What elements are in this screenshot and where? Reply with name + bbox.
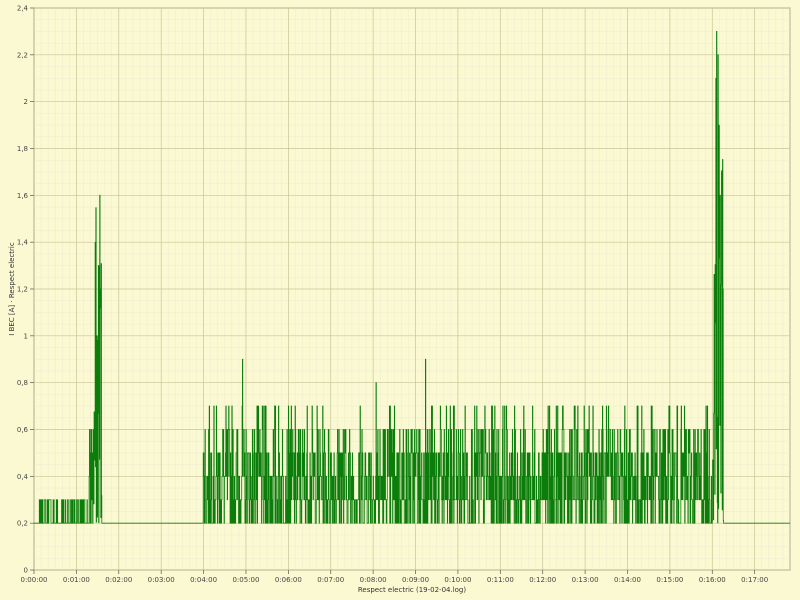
y-tick-label: 0,6 <box>17 426 29 434</box>
y-tick-label: 0,8 <box>17 379 28 387</box>
x-tick-label: 0:00:00 <box>21 576 48 584</box>
x-tick-label: 0:08:00 <box>360 576 387 584</box>
y-axis-title: I BEC [A] · Respect electric <box>8 242 16 336</box>
series-line <box>34 31 790 524</box>
y-tick-label: 0,2 <box>17 520 28 528</box>
y-tick-label: 0,4 <box>17 473 29 481</box>
y-tick-label: 2,2 <box>17 51 28 59</box>
y-tick-label: 1,6 <box>17 192 29 200</box>
x-tick-label: 0:09:00 <box>402 576 429 584</box>
x-tick-label: 0:07:00 <box>317 576 344 584</box>
y-tick-label: 2 <box>24 98 28 106</box>
x-tick-label: 0:10:00 <box>444 576 471 584</box>
x-axis: 0:00:00 0:01:00 0:02:00 0:03:00 0:04:00 0:05:… <box>21 570 768 584</box>
x-tick-label: 0:17:00 <box>741 576 768 584</box>
x-tick-label: 0:16:00 <box>699 576 726 584</box>
x-tick-label: 0:04:00 <box>190 576 217 584</box>
x-tick-label: 0:06:00 <box>275 576 302 584</box>
y-axis: 0 0,2 0,4 0,6 0,8 1 1,2 1,4 1,6 1,8 2 2,2 2,4 <box>17 5 34 575</box>
x-tick-label: 0:02:00 <box>105 576 132 584</box>
y-tick-label: 1,2 <box>17 286 28 294</box>
x-tick-label: 0:05:00 <box>232 576 259 584</box>
y-tick-label: 1 <box>24 332 28 340</box>
y-tick-label: 2,4 <box>17 5 29 13</box>
x-tick-label: 0:12:00 <box>529 576 556 584</box>
x-tick-label: 0:03:00 <box>148 576 175 584</box>
x-tick-label: 0:15:00 <box>656 576 683 584</box>
y-tick-label: 1,4 <box>17 239 29 247</box>
x-tick-label: 0:01:00 <box>63 576 90 584</box>
x-tick-label: 0:14:00 <box>614 576 641 584</box>
y-tick-label: 1,8 <box>17 145 28 153</box>
series-layer <box>34 31 790 524</box>
y-tick-label: 0 <box>24 567 28 575</box>
x-tick-label: 0:13:00 <box>572 576 599 584</box>
x-axis-title: Respect electric (19-02-04.log) <box>358 586 467 594</box>
x-tick-label: 0:11:00 <box>487 576 514 584</box>
